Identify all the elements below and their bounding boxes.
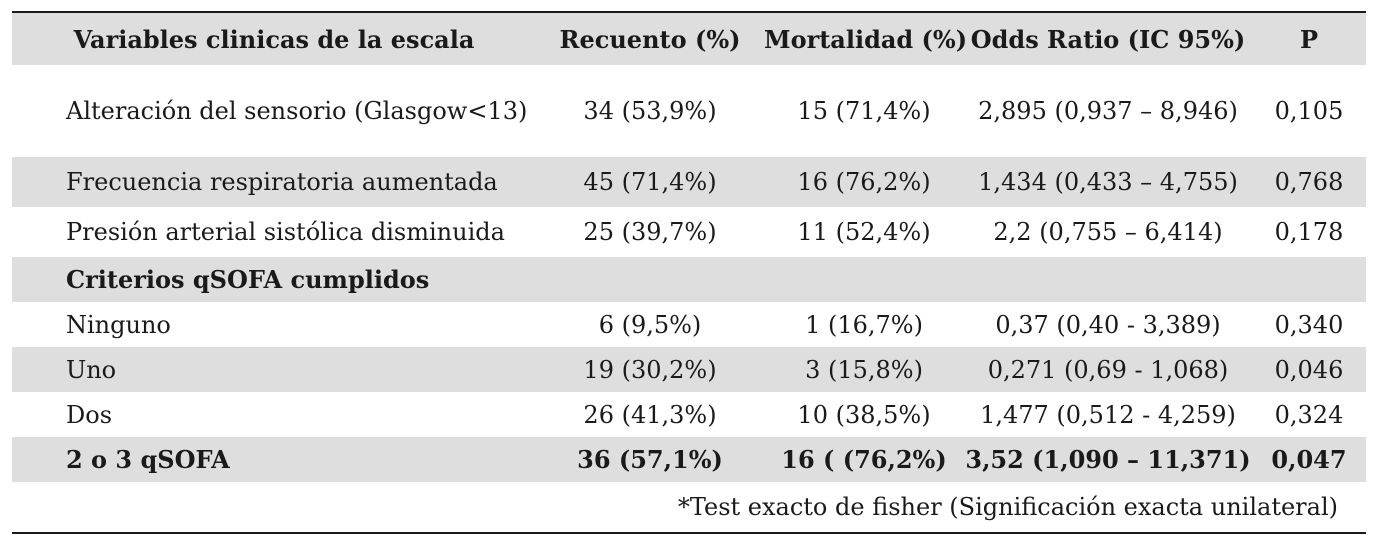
cell-mortalidad: 16 (76,2%) [764, 157, 964, 207]
cell-recuento: 26 (41,3%) [583, 400, 717, 429]
header-p-value: P [1252, 12, 1366, 65]
cell-p-value: 0,047 [1252, 437, 1366, 482]
table-row-uno: Uno 19 (30,2%) 3 (15,8%) 0,271 (0,69 - 1… [12, 347, 1366, 392]
cell-odds-ratio: 2,2 (0,755 – 6,414) [993, 218, 1223, 246]
cell-mortalidad: 3 (15,8%) [764, 347, 964, 392]
table-footnote: *Test exacto de fisher (Significación ex… [677, 493, 1338, 521]
table-header-row: Variables clinicas de la escala Recuento… [12, 12, 1366, 65]
cell-odds-ratio: 0,271 (0,69 - 1,068) [964, 347, 1252, 392]
cell-odds-ratio: 2,895 (0,937 – 8,946) [978, 97, 1238, 125]
cell-p-value: 0,105 [1274, 97, 1344, 125]
row-label: 2 o 3 qSOFA [12, 437, 536, 482]
table-row-frecuencia-respiratoria: Frecuencia respiratoria aumentada 45 (71… [12, 157, 1366, 207]
header-odds-ratio: Odds Ratio (IC 95%) [964, 12, 1252, 65]
cell-p-value: 0,340 [1274, 310, 1344, 339]
section-label: Criterios qSOFA cumplidos [12, 257, 536, 302]
table-footnote-row: *Test exacto de fisher (Significación ex… [12, 482, 1366, 533]
row-label: Frecuencia respiratoria aumentada [12, 157, 536, 207]
table-row-2-o-3-qsofa: 2 o 3 qSOFA 36 (57,1%) 16 ( (76,2%) 3,52… [12, 437, 1366, 482]
header-variables: Variables clinicas de la escala [12, 12, 536, 65]
table-row-ninguno: Ninguno 6 (9,5%) 1 (16,7%) 0,37 (0,40 - … [12, 302, 1366, 347]
cell-odds-ratio: 0,37 (0,40 - 3,389) [995, 310, 1221, 339]
row-label: Alteración del sensorio (Glasgow<13) [66, 97, 528, 125]
header-recuento: Recuento (%) [536, 12, 764, 65]
row-label: Dos [66, 400, 113, 429]
table-row-dos: Dos 26 (41,3%) 10 (38,5%) 1,477 (0,512 -… [12, 392, 1366, 437]
table-section-row-criterios: Criterios qSOFA cumplidos [12, 257, 1366, 302]
row-label: Ninguno [66, 310, 171, 339]
results-table-container: Variables clinicas de la escala Recuento… [12, 11, 1366, 534]
header-mortalidad: Mortalidad (%) [764, 12, 967, 65]
cell-recuento: 34 (53,9%) [583, 97, 717, 125]
cell-odds-ratio: 1,477 (0,512 - 4,259) [980, 400, 1236, 429]
cell-p-value: 0,324 [1274, 400, 1344, 429]
cell-recuento: 36 (57,1%) [536, 437, 764, 482]
cell-p-value: 0,178 [1274, 218, 1344, 246]
cell-p-value: 0,046 [1252, 347, 1366, 392]
cell-mortalidad: 1 (16,7%) [805, 310, 923, 339]
table-row-alteracion-sensorio: Alteración del sensorio (Glasgow<13) 34 … [12, 65, 1366, 157]
cell-recuento: 19 (30,2%) [536, 347, 764, 392]
row-label: Presión arterial sistólica disminuida [66, 218, 505, 246]
cell-recuento: 45 (71,4%) [536, 157, 764, 207]
row-label: Uno [12, 347, 536, 392]
cell-mortalidad: 10 (38,5%) [797, 400, 931, 429]
table-row-presion-arterial: Presión arterial sistólica disminuida 25… [12, 207, 1366, 257]
cell-mortalidad: 15 (71,4%) [797, 97, 931, 125]
qsofa-mortality-table: Variables clinicas de la escala Recuento… [12, 11, 1366, 534]
cell-odds-ratio: 3,52 (1,090 – 11,371) [964, 437, 1252, 482]
cell-p-value: 0,768 [1252, 157, 1366, 207]
cell-recuento: 6 (9,5%) [598, 310, 702, 339]
cell-mortalidad: 16 ( (76,2%) [764, 437, 964, 482]
cell-recuento: 25 (39,7%) [583, 218, 717, 246]
cell-odds-ratio: 1,434 (0,433 – 4,755) [964, 157, 1252, 207]
cell-mortalidad: 11 (52,4%) [797, 218, 931, 246]
